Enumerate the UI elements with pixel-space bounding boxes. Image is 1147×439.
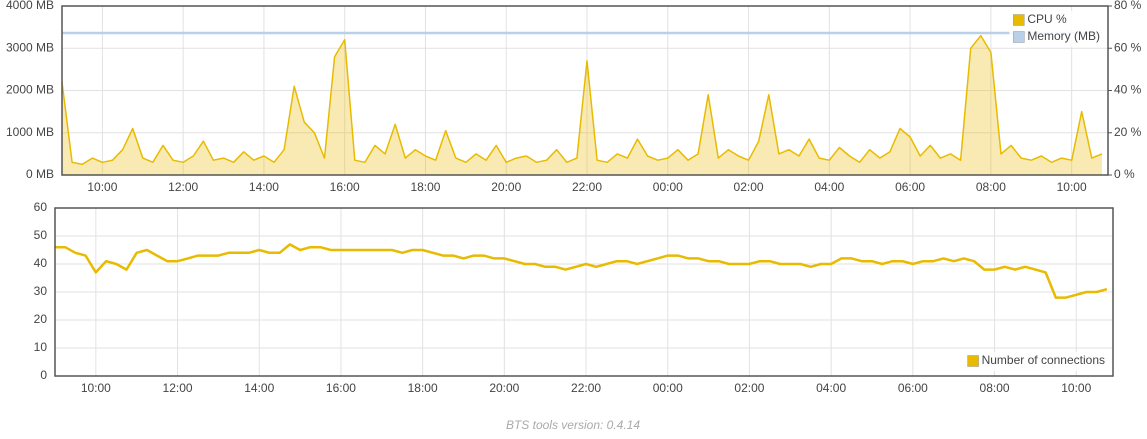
y-tick-label: 4000 MB <box>6 0 54 12</box>
x-tick-label: 20:00 <box>489 381 519 395</box>
y-tick-label: 50 <box>34 228 48 242</box>
x-tick-label: 10:00 <box>81 381 111 395</box>
x-tick-label: 02:00 <box>734 381 764 395</box>
y-tick-label: 0 <box>40 368 47 382</box>
series-line <box>55 243 1108 299</box>
y-tick-label: 30 <box>34 284 48 298</box>
series-line <box>61 34 1103 166</box>
x-tick-label: 22:00 <box>571 381 601 395</box>
legend-background <box>963 352 1109 371</box>
x-tick-label: 12:00 <box>163 381 193 395</box>
legend-label: Memory (MB) <box>1027 29 1100 43</box>
y-tick-label: 60 <box>34 200 48 214</box>
legend: CPU % Memory (MB) <box>1009 11 1104 47</box>
x-tick-label: 14:00 <box>244 381 274 395</box>
y2-tick-label: 20 % <box>1114 125 1142 139</box>
y2-tick-label: 0 % <box>1114 167 1135 181</box>
y2-tick-label: 40 % <box>1114 83 1142 97</box>
x-tick-label: 10:00 <box>1061 381 1091 395</box>
y-tick-label: 40 <box>34 256 48 270</box>
legend-swatch <box>1013 14 1025 26</box>
x-tick-label: 14:00 <box>249 180 279 194</box>
y-tick-label: 10 <box>34 340 48 354</box>
y-tick-label: 2000 MB <box>6 83 54 97</box>
x-tick-label: 20:00 <box>491 180 521 194</box>
x-tick-label: 00:00 <box>653 180 683 194</box>
x-tick-label: 12:00 <box>168 180 198 194</box>
x-tick-label: 04:00 <box>816 381 846 395</box>
y-tick-label: 20 <box>34 312 48 326</box>
y2-tick-label: 60 % <box>1114 40 1142 54</box>
y-tick-label: 1000 MB <box>6 125 54 139</box>
y-tick-label: 3000 MB <box>6 40 54 54</box>
legend-label: CPU % <box>1027 12 1067 26</box>
legend-swatch <box>967 355 979 367</box>
x-tick-label: 06:00 <box>895 180 925 194</box>
x-tick-label: 18:00 <box>408 381 438 395</box>
y2-tick-label: 80 % <box>1114 0 1142 12</box>
legend-swatch <box>1013 31 1025 43</box>
x-tick-label: 16:00 <box>326 381 356 395</box>
x-tick-label: 10:00 <box>87 180 117 194</box>
y-tick-label: 0 MB <box>26 167 54 181</box>
x-tick-label: 10:00 <box>1057 180 1087 194</box>
x-tick-label: 06:00 <box>898 381 928 395</box>
series-area <box>62 35 1102 175</box>
x-tick-label: 08:00 <box>980 381 1010 395</box>
footer: BTS tools version: 0.4.14 <box>506 418 640 432</box>
x-tick-label: 02:00 <box>734 180 764 194</box>
plot-frame <box>61 5 1109 176</box>
x-tick-label: 18:00 <box>410 180 440 194</box>
legend-background <box>1009 11 1104 47</box>
x-tick-label: 08:00 <box>976 180 1006 194</box>
legend-label: Number of connections <box>982 353 1105 367</box>
x-tick-label: 04:00 <box>814 180 844 194</box>
x-tick-label: 00:00 <box>653 381 683 395</box>
legend: Number of connections <box>963 352 1109 371</box>
plot-frame <box>54 207 1114 377</box>
x-tick-label: 16:00 <box>330 180 360 194</box>
x-tick-label: 22:00 <box>572 180 602 194</box>
